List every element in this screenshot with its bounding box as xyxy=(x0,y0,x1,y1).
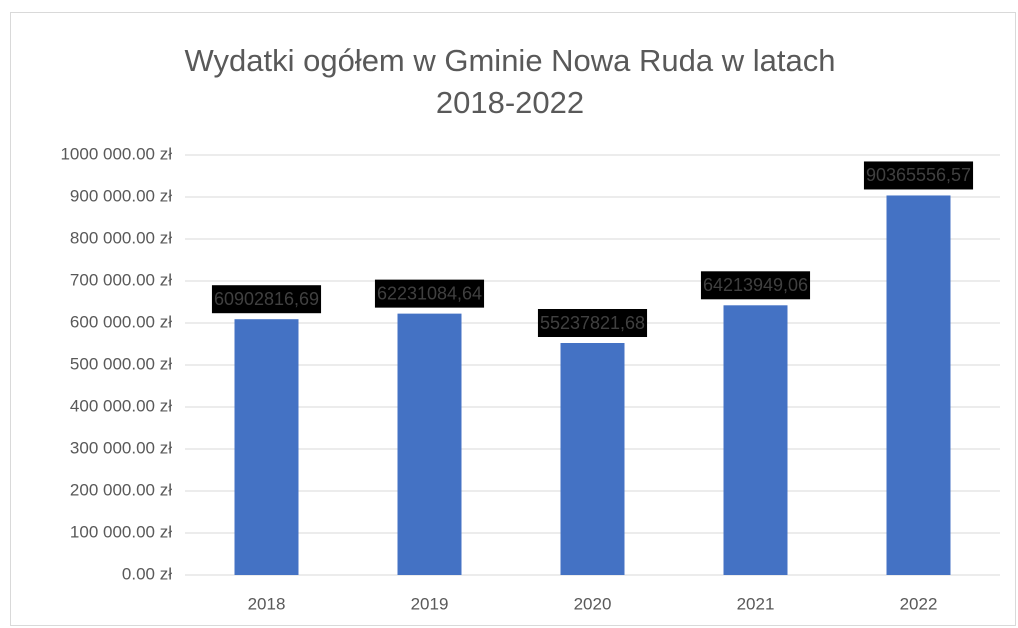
data-label: 62231084,64 xyxy=(377,283,482,303)
x-tick-label: 2022 xyxy=(900,594,938,613)
y-tick-label: 200 000.00 zł xyxy=(70,480,172,499)
y-tick-label: 900 000.00 zł xyxy=(70,186,172,205)
data-label-bg xyxy=(700,271,811,300)
bar xyxy=(234,319,299,575)
bar xyxy=(886,195,951,575)
data-label: 60902816,69 xyxy=(214,289,319,309)
x-tick-label: 2021 xyxy=(737,594,775,613)
bar xyxy=(560,343,625,575)
data-label-bg xyxy=(863,161,974,190)
y-tick-label: 700 000.00 zł xyxy=(70,270,172,289)
chart-frame xyxy=(10,12,1016,626)
data-label: 64213949,06 xyxy=(703,275,808,295)
y-tick-label: 300 000.00 zł xyxy=(70,438,172,457)
bar xyxy=(397,313,462,575)
data-label-bg xyxy=(211,285,322,314)
y-tick-label: 800 000.00 zł xyxy=(70,228,172,247)
data-label: 55237821,68 xyxy=(540,313,645,333)
y-tick-label: 100 000.00 zł xyxy=(70,522,172,541)
x-tick-label: 2018 xyxy=(248,594,286,613)
y-tick-label: 0.00 zł xyxy=(122,564,172,583)
chart-title: Wydatki ogółem w Gminie Nowa Ruda w lata… xyxy=(184,43,836,120)
y-tick-label: 600 000.00 zł xyxy=(70,312,172,331)
y-tick-label: 400 000.00 zł xyxy=(70,396,172,415)
x-tick-label: 2020 xyxy=(574,594,612,613)
x-tick-label: 2019 xyxy=(411,594,449,613)
data-label-bg xyxy=(537,309,648,338)
data-label: 90365556,57 xyxy=(866,165,971,185)
bar xyxy=(723,305,788,575)
data-label-bg xyxy=(374,279,485,308)
y-tick-label: 1000 000.00 zł xyxy=(60,144,172,163)
y-tick-label: 500 000.00 zł xyxy=(70,354,172,373)
